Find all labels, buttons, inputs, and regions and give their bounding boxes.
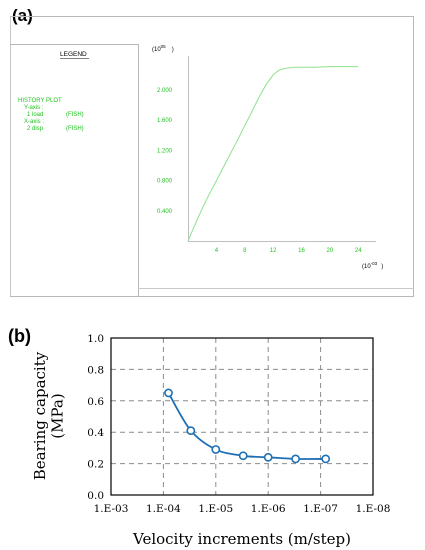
b-x-tick-label: 1.E-05 xyxy=(198,503,233,515)
fish-x-tick-label: 8 xyxy=(243,248,247,254)
b-data-point xyxy=(263,452,273,462)
history-plot-area: 4 8 12 16 20 24 0.400 0.800 1.200 1.600 2.000 xyxy=(157,56,376,254)
b-y-tick-label: 0.0 xyxy=(87,490,104,502)
fish-y-tick-label: 1.600 xyxy=(157,118,173,124)
fish-x-tick-label: 12 xyxy=(270,248,277,254)
y-multiplier-close: ) xyxy=(172,47,174,53)
b-grid xyxy=(111,338,373,495)
legend-line: X-axis : xyxy=(24,119,44,125)
b-x-tick-label: 1.E-07 xyxy=(303,503,338,515)
legend-line: (FISH) xyxy=(66,112,84,118)
x-multiplier-base: (10 xyxy=(362,264,371,270)
b-x-tick-label: 1.E-06 xyxy=(251,503,286,515)
b-data-point xyxy=(291,454,300,464)
panel-b-label: (b) xyxy=(8,326,31,346)
fish-x-tick-label: 24 xyxy=(355,248,362,254)
bearing-capacity-chart: 0.0 0.2 0.4 0.6 0.8 1.0 1.E-03 1.E-04 1.E-05 1.E-… xyxy=(31,333,390,548)
b-plot-frame xyxy=(110,337,374,496)
legend-title: LEGEND xyxy=(60,51,87,58)
b-ticks: 0.0 0.2 0.4 0.6 0.8 1.0 1.E-03 1.E-04 1.E-05 1.E-… xyxy=(87,333,390,515)
b-y-axis-label: Bearing capacity(MPa) xyxy=(31,351,66,480)
b-series xyxy=(164,388,331,464)
fish-x-tick-label: 20 xyxy=(327,248,334,254)
b-data-point xyxy=(186,426,196,436)
b-data-point xyxy=(238,451,248,461)
b-y-tick-label: 0.6 xyxy=(87,396,104,408)
legend-line: HISTORY PLOT xyxy=(18,98,62,104)
fish-x-tick-label: 16 xyxy=(298,248,305,254)
b-data-point xyxy=(164,388,173,398)
b-y-tick-label: 0.2 xyxy=(87,459,104,471)
panel-a-label: (a) xyxy=(12,6,33,25)
b-x-tick-label: 1.E-08 xyxy=(356,503,391,515)
fish-load-disp-line xyxy=(187,66,359,242)
b-y-axis-label-line: Bearing capacity xyxy=(31,351,49,480)
x-multiplier: (10-03) xyxy=(362,261,383,270)
b-x-tick-label: 1.E-04 xyxy=(146,503,181,515)
b-y-tick-label: 0.4 xyxy=(87,427,104,439)
fish-y-tick-label: 0.400 xyxy=(157,209,173,215)
legend-line: 1 load xyxy=(27,112,43,118)
fish-y-tick-label: 2.000 xyxy=(157,88,173,94)
b-x-tick-label: 1.E-03 xyxy=(94,503,129,515)
legend-line: Y-axis : xyxy=(24,105,44,111)
b-y-tick-label: 0.8 xyxy=(87,364,104,376)
b-y-tick-label: 1.0 xyxy=(87,333,104,345)
b-data-point xyxy=(321,454,331,464)
y-multiplier-exp: 05 xyxy=(161,44,167,49)
legend-line: 2 disp xyxy=(27,126,44,132)
b-data-point xyxy=(211,445,221,454)
x-multiplier-close: ) xyxy=(381,264,383,270)
fish-y-tick-label: 1.200 xyxy=(157,148,173,154)
b-series-line xyxy=(167,392,326,460)
b-y-axis-label-line: (MPa) xyxy=(48,393,66,438)
fish-x-tick-label: 4 xyxy=(215,248,219,254)
fish-y-tick-label: 0.800 xyxy=(157,179,173,185)
legend-line: (FISH) xyxy=(66,126,84,132)
y-multiplier: (1005) xyxy=(152,44,174,53)
y-multiplier-base: (10 xyxy=(152,47,161,53)
b-x-axis-label: Velocity increments (m/step) xyxy=(132,530,351,548)
x-multiplier-exp: -03 xyxy=(371,261,378,266)
